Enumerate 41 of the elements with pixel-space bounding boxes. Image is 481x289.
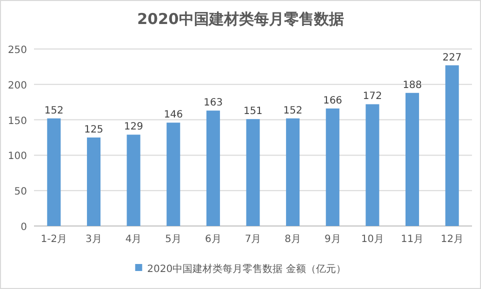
x-tick-label: 5月 — [165, 234, 182, 245]
legend-label: 2020中国建材类每月零售数据 金额（亿元） — [147, 263, 346, 275]
y-tick-label: 0 — [20, 222, 27, 233]
bar — [166, 122, 180, 226]
bar — [206, 110, 220, 226]
data-label: 227 — [442, 52, 462, 64]
data-label: 146 — [164, 110, 183, 121]
x-tick-label: 4月 — [125, 234, 142, 245]
bar — [406, 92, 420, 226]
x-tick-label: 10月 — [361, 234, 384, 245]
y-tick-label: 200 — [8, 80, 27, 92]
data-label: 152 — [283, 105, 302, 116]
x-tick-label: 6月 — [204, 234, 222, 245]
data-label: 166 — [323, 95, 342, 106]
x-tick-label: 3月 — [86, 234, 102, 245]
x-tick-label: 12月 — [440, 234, 464, 245]
bar — [366, 104, 380, 226]
y-tick-label: 250 — [8, 45, 27, 56]
x-tick-label: 7月 — [244, 234, 262, 245]
bar — [47, 118, 61, 226]
x-tick-label: 8月 — [284, 234, 302, 245]
y-tick-label: 100 — [8, 151, 27, 162]
data-label: 129 — [124, 122, 144, 133]
data-label: 152 — [44, 105, 64, 116]
y-tick-label: 50 — [14, 186, 27, 198]
bar — [286, 118, 300, 226]
x-tick-label: 9月 — [324, 234, 341, 245]
bar — [126, 134, 140, 226]
data-label: 188 — [402, 80, 422, 91]
x-tick-label: 11月 — [400, 234, 424, 245]
bar — [326, 108, 340, 226]
data-label: 125 — [84, 124, 104, 136]
data-label: 172 — [362, 91, 382, 102]
data-label: 163 — [204, 98, 223, 109]
y-tick-label: 150 — [8, 116, 27, 127]
x-tick-label: 1-2月 — [40, 234, 68, 245]
bar — [246, 119, 260, 226]
bar — [86, 138, 100, 226]
data-label: 151 — [243, 106, 263, 118]
chart-title: 2020中国建材类每月零售数据 — [137, 10, 344, 28]
bar — [445, 65, 459, 226]
